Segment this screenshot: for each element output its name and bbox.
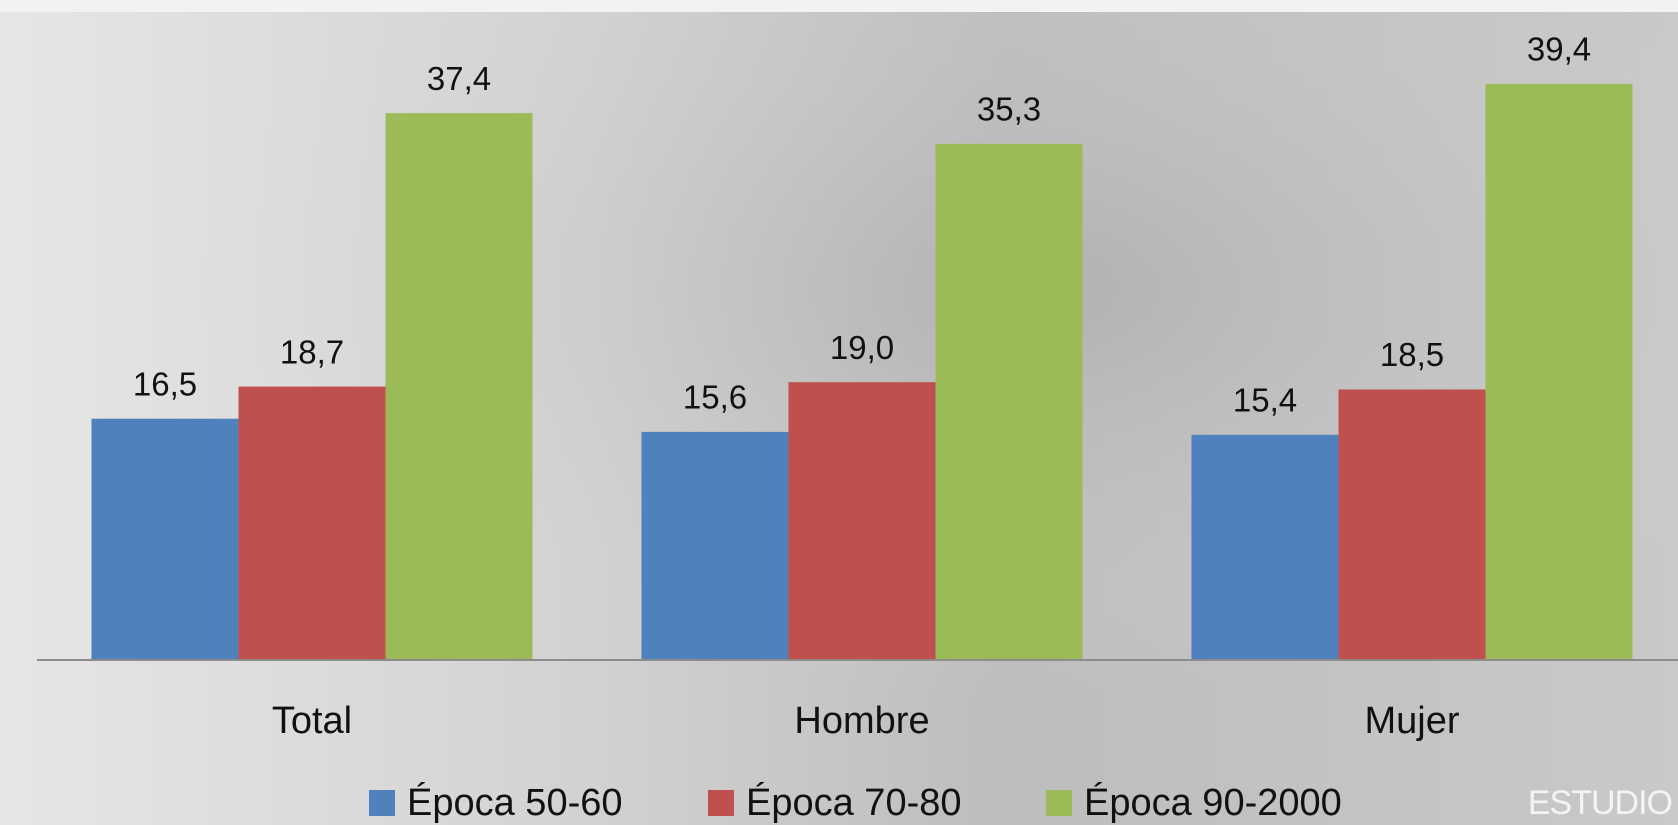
x-tick-label: Mujer [1364,700,1459,742]
bar [1485,83,1633,660]
watermark: ESTUDIO [1528,784,1672,822]
x-tick-label: Hombre [794,700,929,742]
legend-label: Época 50-60 [407,781,623,824]
legend-swatch [369,790,395,816]
bar [788,382,936,660]
value-label: 16,5 [133,365,197,402]
value-label: 18,5 [1380,336,1444,373]
value-label: 37,4 [427,60,491,97]
legend-label: Época 70-80 [746,781,962,824]
value-label: 15,4 [1233,382,1297,419]
legend-label: Época 90-2000 [1084,781,1342,824]
bar [91,418,239,660]
value-label: 18,7 [280,333,344,370]
value-label: 35,3 [977,91,1041,128]
value-label: 39,4 [1527,31,1591,68]
bar [238,386,386,660]
bar [935,143,1083,660]
bar [641,431,789,660]
bar [385,113,533,660]
value-label: 15,6 [683,379,747,416]
legend-swatch [708,790,734,816]
x-tick-label: Total [272,700,352,742]
bar [1338,389,1486,660]
legend-swatch [1046,790,1072,816]
top-band [0,0,1678,12]
value-label: 19,0 [830,329,894,366]
bar [1191,434,1339,660]
